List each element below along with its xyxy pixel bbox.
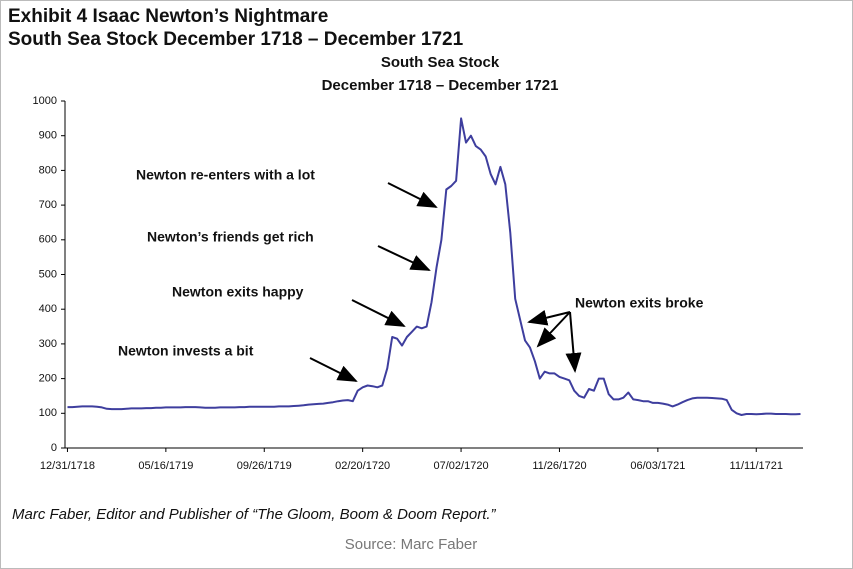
y-tick-label: 600 (39, 234, 57, 246)
y-tick-label: 1000 (33, 95, 57, 107)
y-tick-label: 900 (39, 130, 57, 142)
x-tick-label: 06/03/1721 (630, 460, 685, 472)
y-tick-label: 100 (39, 407, 57, 419)
arrow (387, 182, 438, 208)
x-tick-label: 09/26/1719 (237, 460, 292, 472)
y-tick-label: 700 (39, 199, 57, 211)
annotation: Newton exits broke (575, 295, 704, 311)
annotation: Newton re-enters with a lot (136, 167, 315, 183)
source: Source: Marc Faber (345, 536, 478, 553)
annotation: Newton exits happy (172, 284, 304, 300)
arrow (377, 245, 431, 271)
y-tick-label: 300 (39, 338, 57, 350)
arrow (565, 311, 582, 373)
y-tick-label: 200 (39, 373, 57, 385)
x-tick-label: 11/26/1720 (532, 460, 586, 472)
chart-subtitle: December 1718 – December 1721 (322, 77, 559, 94)
chart-title: South Sea Stock (381, 54, 500, 71)
x-tick-label: 05/16/1719 (138, 460, 193, 472)
exhibit-title: Exhibit 4 Isaac Newton’s Nightmare (8, 6, 328, 27)
x-tick-label: 12/31/1718 (40, 460, 95, 472)
y-tick-label: 0 (51, 442, 57, 454)
arrow (536, 311, 571, 348)
x-tick-label: 07/02/1720 (434, 460, 489, 472)
caption: Marc Faber, Editor and Publisher of “The… (12, 506, 497, 523)
y-tick-label: 800 (39, 164, 57, 176)
y-tick-label: 500 (39, 268, 57, 280)
exhibit-subtitle: South Sea Stock December 1718 – December… (8, 29, 464, 50)
arrow (351, 299, 406, 327)
arrow (309, 357, 358, 382)
x-tick-label: 02/20/1720 (335, 460, 390, 472)
price-line (67, 117, 801, 416)
annotation: Newton’s friends get rich (147, 229, 314, 245)
x-tick-label: 11/11/1721 (730, 460, 783, 472)
annotation: Newton invests a bit (118, 343, 254, 359)
arrow (527, 309, 571, 326)
y-tick-label: 400 (39, 303, 57, 315)
